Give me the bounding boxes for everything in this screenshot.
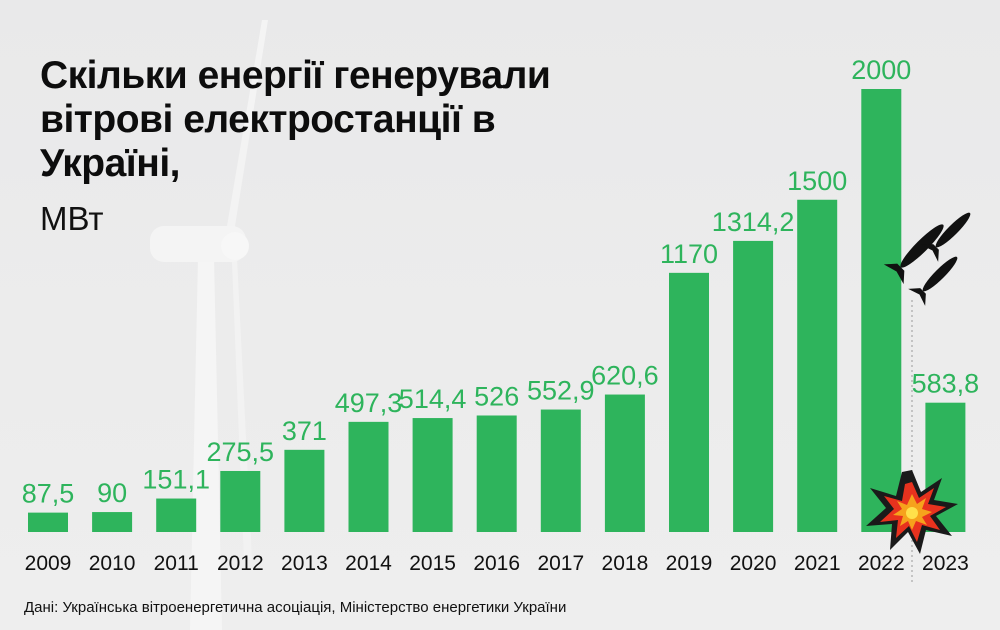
bar-2022	[861, 89, 902, 532]
bar-2011	[156, 498, 197, 532]
x-tick-2009: 2009	[25, 552, 72, 575]
bar-2019	[669, 272, 709, 532]
bar-2012	[220, 470, 261, 532]
bar-2013	[284, 449, 325, 532]
x-tick-2018: 2018	[602, 552, 649, 575]
x-tick-2017: 2017	[537, 552, 584, 575]
x-tick-2015: 2015	[409, 552, 456, 575]
value-label-2019: 1170	[660, 239, 718, 269]
x-tick-2019: 2019	[666, 552, 713, 575]
source-note: Дані: Українська вітроенергетична асоціа…	[24, 599, 567, 616]
bar-2015	[412, 418, 453, 532]
x-tick-2013: 2013	[281, 552, 328, 575]
x-tick-2010: 2010	[89, 552, 136, 575]
value-label-2017: 552,9	[527, 376, 595, 406]
bar-2014	[348, 421, 389, 532]
bar-2016	[476, 415, 517, 532]
bar-2017	[540, 409, 581, 532]
bar-2021	[797, 199, 838, 532]
value-label-2016: 526	[474, 381, 519, 411]
x-tick-2014: 2014	[345, 552, 392, 575]
value-label-2021: 1500	[787, 166, 847, 196]
bar-2018	[604, 394, 645, 532]
chart-unit: МВт	[40, 200, 104, 237]
value-label-2018: 620,6	[591, 361, 659, 391]
x-tick-2016: 2016	[473, 552, 520, 575]
value-label-2012: 275,5	[207, 437, 275, 467]
chart-title: Скільки енергії генерували вітрові елект…	[40, 54, 551, 185]
value-label-2023: 583,8	[912, 369, 980, 399]
value-label-2011: 151,1	[142, 465, 210, 495]
value-label-2020: 1314,2	[712, 207, 795, 237]
bar-2009	[28, 512, 68, 532]
missiles-icon	[883, 212, 971, 306]
x-tick-2022: 2022	[858, 552, 905, 575]
x-tick-2012: 2012	[217, 552, 264, 575]
value-label-2010: 90	[97, 478, 127, 508]
value-label-2015: 514,4	[399, 384, 467, 414]
x-tick-2023: 2023	[922, 552, 969, 575]
value-label-2014: 497,3	[335, 388, 403, 418]
value-label-2009: 87,5	[22, 479, 75, 509]
value-label-2022: 2000	[851, 55, 911, 85]
bar-2020	[733, 240, 774, 532]
x-tick-2021: 2021	[794, 552, 841, 575]
x-tick-2020: 2020	[730, 552, 777, 575]
value-label-2013: 371	[282, 416, 327, 446]
x-tick-2011: 2011	[154, 552, 199, 575]
explosion-icon	[866, 470, 958, 554]
bar-2010	[92, 512, 133, 532]
